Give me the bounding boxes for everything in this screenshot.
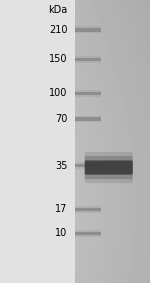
Bar xyxy=(75,230,100,237)
Bar xyxy=(75,117,100,121)
Text: 17: 17 xyxy=(55,204,68,215)
Bar xyxy=(75,162,100,169)
Text: 10: 10 xyxy=(55,228,68,239)
Bar xyxy=(75,164,100,168)
Bar xyxy=(75,206,100,213)
Bar xyxy=(75,115,100,122)
Text: kDa: kDa xyxy=(48,5,68,15)
Bar xyxy=(75,90,100,97)
Text: 210: 210 xyxy=(49,25,68,35)
Text: 150: 150 xyxy=(49,54,68,65)
FancyBboxPatch shape xyxy=(85,152,133,183)
Bar xyxy=(75,56,100,63)
Bar xyxy=(75,91,100,95)
Bar xyxy=(75,57,100,61)
Text: 35: 35 xyxy=(55,160,68,171)
Bar xyxy=(0,0,75,283)
Bar xyxy=(75,26,100,33)
FancyBboxPatch shape xyxy=(85,160,133,175)
Bar xyxy=(75,231,100,235)
FancyBboxPatch shape xyxy=(85,156,133,179)
Bar xyxy=(75,208,100,211)
Text: 100: 100 xyxy=(49,88,68,98)
Bar xyxy=(75,28,100,31)
Text: 70: 70 xyxy=(55,114,68,124)
